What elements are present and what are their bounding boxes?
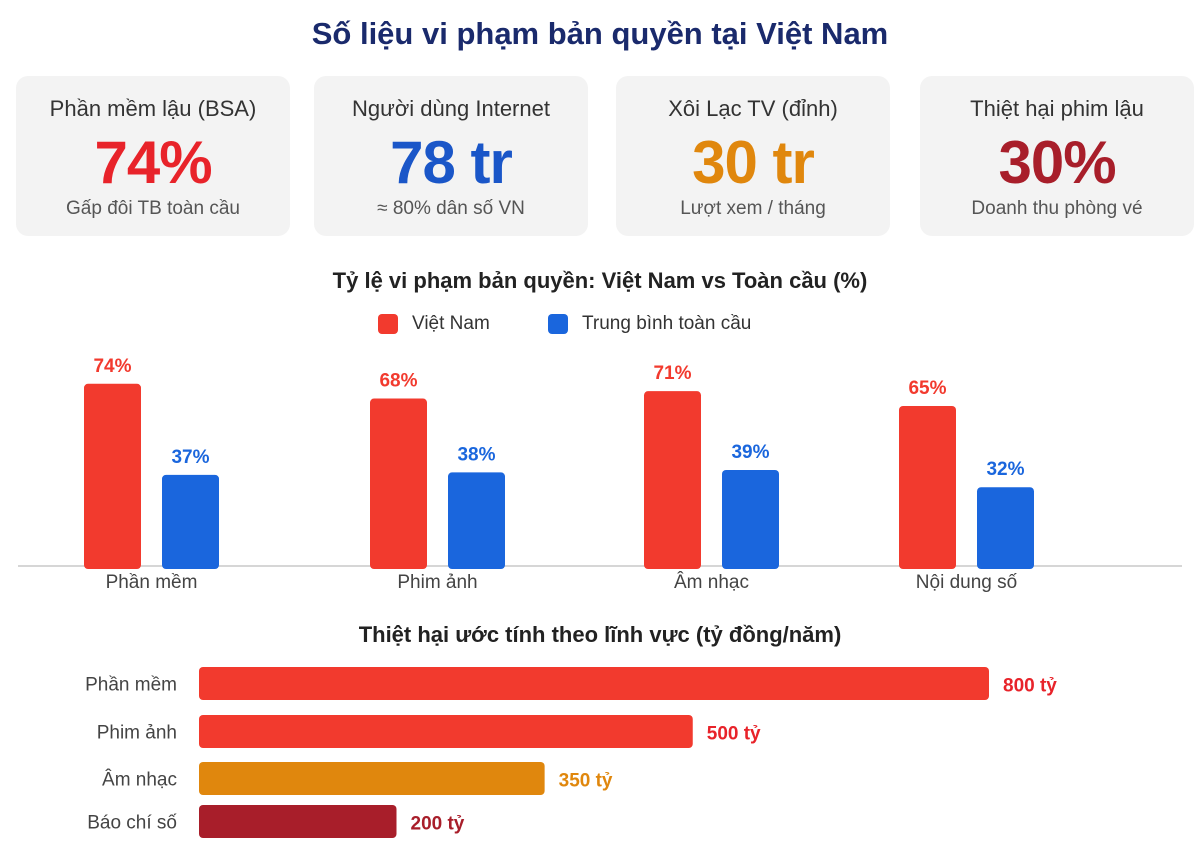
bar-value-label: 65% xyxy=(908,378,946,399)
hbar xyxy=(199,805,397,838)
y-category-label: Báo chí số xyxy=(87,813,177,834)
page-title: Số liệu vi phạm bản quyền tại Việt Nam xyxy=(311,16,889,51)
y-category-label: Phim ảnh xyxy=(97,723,177,744)
bar-vietnam xyxy=(644,391,701,569)
stat-card-xoilac-tv: Xôi Lạc TV (đỉnh) 30 tr Lượt xem / tháng xyxy=(616,76,890,236)
stat-card-label: Phần mềm lậu (BSA) xyxy=(49,96,257,121)
stat-card-label: Thiệt hại phim lậu xyxy=(970,96,1144,121)
hbar xyxy=(199,667,989,700)
hbar xyxy=(199,762,545,795)
loss-chart-title: Thiệt hại ước tính theo lĩnh vực (tỷ đồn… xyxy=(358,622,842,647)
stat-card-label: Xôi Lạc TV (đỉnh) xyxy=(668,96,838,121)
bar-global xyxy=(162,474,219,569)
bar-value-label: 74% xyxy=(93,356,131,377)
stat-card-film-piracy: Thiệt hại phim lậu 30% Doanh thu phòng v… xyxy=(920,76,1194,236)
hbar xyxy=(199,715,693,748)
bar-global xyxy=(722,469,779,569)
stat-card-sub: Doanh thu phòng vé xyxy=(971,198,1143,219)
rate-chart-legend: Việt Nam Trung bình toàn cầu xyxy=(0,310,1200,338)
bar-vietnam xyxy=(84,383,141,569)
legend-swatch-global xyxy=(548,314,568,334)
bar-value-label: 38% xyxy=(457,444,495,465)
legend-item-vietnam: Việt Nam xyxy=(378,310,490,338)
stat-card-value: 74% xyxy=(94,129,212,196)
x-tick-label: Phim ảnh xyxy=(397,572,477,593)
stat-card-label: Người dùng Internet xyxy=(352,96,550,121)
bar-global xyxy=(977,487,1034,569)
bar-value-label: 68% xyxy=(379,371,417,392)
hbar-value-label: 800 tỷ xyxy=(1003,676,1057,697)
hbar-value-label: 350 tỷ xyxy=(559,771,613,792)
stat-cards: Phần mềm lậu (BSA) 74% Gấp đôi TB toàn c… xyxy=(16,76,1194,236)
bar-value-label: 32% xyxy=(986,459,1024,480)
rate-chart-title: Tỷ lệ vi phạm bản quyền: Việt Nam vs Toà… xyxy=(332,268,868,293)
hbar-value-label: 500 tỷ xyxy=(707,724,761,745)
stat-card-value: 30% xyxy=(998,129,1116,196)
rate-chart: 74% 37% Phần mềm 68% 38% Phim ảnh 71% 39% Âm nhạ… xyxy=(18,356,1182,593)
legend-label: Trung bình toàn cầu xyxy=(582,313,752,334)
stat-card-value: 78 tr xyxy=(390,129,513,196)
hbar-value-label: 200 tỷ xyxy=(411,814,465,835)
bar-value-label: 39% xyxy=(731,442,769,463)
x-tick-label: Âm nhạc xyxy=(674,571,749,593)
x-tick-label: Phần mềm xyxy=(106,572,198,593)
bar-vietnam xyxy=(899,405,956,569)
loss-chart: Phần mềm 800 tỷ Phim ảnh 500 tỷ Âm nhạc 350 t… xyxy=(85,667,1057,838)
stat-card-internet-users: Người dùng Internet 78 tr ≈ 80% dân số V… xyxy=(314,76,588,236)
legend-label: Việt Nam xyxy=(412,313,490,334)
bar-value-label: 71% xyxy=(653,363,691,384)
stat-card-value: 30 tr xyxy=(692,129,815,196)
stat-card-sub: Lượt xem / tháng xyxy=(680,198,826,219)
legend-swatch-vietnam xyxy=(378,314,398,334)
bar-global xyxy=(448,472,505,569)
legend-item-global: Trung bình toàn cầu xyxy=(548,310,751,338)
stat-card-sub: Gấp đôi TB toàn cầu xyxy=(66,198,240,219)
stat-card-sub: ≈ 80% dân số VN xyxy=(377,198,525,219)
y-category-label: Phần mềm xyxy=(85,675,177,696)
stat-card-software: Phần mềm lậu (BSA) 74% Gấp đôi TB toàn c… xyxy=(16,76,290,236)
bar-vietnam xyxy=(370,398,427,569)
x-tick-label: Nội dung số xyxy=(916,572,1018,593)
bar-value-label: 37% xyxy=(171,447,209,468)
y-category-label: Âm nhạc xyxy=(102,769,177,791)
